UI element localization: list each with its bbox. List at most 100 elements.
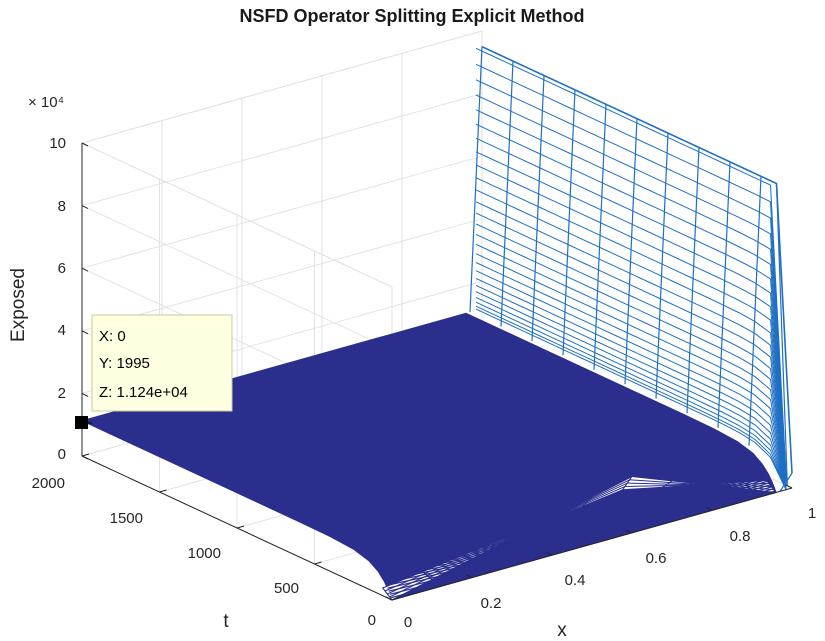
grid-line-z — [81, 218, 483, 332]
datatip-marker[interactable] — [75, 416, 88, 429]
surface-mesh — [80, 45, 793, 601]
wall-mesh-row — [475, 308, 787, 490]
t-tick-labels: 0 500 1000 1500 2000 — [32, 475, 376, 629]
bump-mesh-line — [382, 587, 393, 601]
wall-mesh-row — [475, 201, 787, 484]
surface-fringe-row — [379, 474, 765, 575]
surface-fringe-row — [387, 484, 772, 589]
wall-mesh-row — [475, 305, 787, 490]
t-tick-mark — [159, 489, 167, 493]
wall-mesh-row — [475, 277, 787, 489]
surface-fringe-row — [377, 471, 762, 572]
t-tick-mark — [236, 525, 245, 529]
t-tick-500: 500 — [274, 580, 299, 597]
wall-mesh-row — [475, 164, 787, 482]
datatip-y: Y: 1995 — [99, 355, 150, 372]
surface-fringe-row — [391, 490, 776, 599]
wall-mesh-vertical — [717, 161, 731, 428]
x-tick-0.2: 0.2 — [481, 595, 502, 612]
wall-mesh-row — [475, 137, 787, 480]
wall-mesh-row — [475, 189, 787, 483]
wall-mesh-row — [475, 243, 787, 486]
t-tick-mark — [391, 597, 400, 601]
wall-mesh-row — [475, 123, 787, 480]
wall-mesh-row — [475, 296, 787, 490]
wall-mesh-row — [475, 47, 787, 475]
wall-mesh-row — [475, 63, 787, 476]
grid-line-z — [81, 93, 483, 207]
z-axis-label: Exposed — [8, 268, 29, 342]
z-tick-mark — [81, 455, 89, 460]
wall-mesh-row — [475, 233, 787, 486]
z-tick-mark — [81, 392, 89, 397]
wall-mesh-row — [475, 253, 787, 487]
wall-mesh-vertical — [593, 104, 607, 370]
x-tick-mark — [545, 551, 553, 556]
wall-mesh-vertical — [531, 75, 545, 342]
surface-fringe-row — [375, 469, 760, 569]
surface-fringe-row — [378, 472, 763, 573]
z-tick-labels: 0 2 4 6 8 10 — [49, 135, 66, 463]
surface-fringe-row — [389, 488, 775, 595]
x-tick-0.6: 0.6 — [646, 550, 667, 567]
z-tick-mark — [81, 330, 89, 335]
grid-line-z — [81, 142, 393, 288]
x-tick-labels: 0 0.2 0.4 0.6 0.8 1 — [404, 505, 816, 631]
wall-mesh-vertical — [686, 147, 700, 414]
wall-mesh-row — [475, 212, 787, 485]
grid-line-z — [81, 205, 393, 351]
surface-fringe-row — [382, 477, 767, 579]
t-tick-mark — [314, 561, 322, 565]
x-tick-mark — [785, 484, 793, 489]
t-tick-mark — [81, 453, 90, 457]
surface-fringe-row — [383, 478, 768, 582]
wall-mesh-vertical — [748, 176, 762, 446]
x-tick-1: 1 — [808, 505, 816, 522]
x-tick-mark — [465, 574, 473, 579]
t-tick-0: 0 — [368, 612, 376, 629]
datatip-box — [91, 314, 233, 412]
wall-mesh-row — [475, 284, 787, 489]
z-exponent-label: × 10⁴ — [28, 94, 64, 111]
wall-mesh-vertical — [562, 89, 576, 356]
z-tick-10: 10 — [49, 135, 66, 152]
t-axis-label: t — [223, 611, 229, 632]
wall-mesh-row — [475, 262, 787, 488]
wall-mesh-row — [475, 291, 787, 489]
wall-mesh-row — [475, 151, 787, 481]
x-axis-line — [391, 487, 793, 601]
wall-mesh-vertical — [655, 133, 669, 399]
wall-mesh-row — [475, 94, 787, 478]
z-tick-mark — [81, 205, 89, 210]
wall-front-edge — [775, 183, 788, 486]
x-tick-0.4: 0.4 — [565, 572, 586, 589]
wall-mesh-vertical — [624, 118, 638, 385]
t-tick-1500: 1500 — [110, 510, 143, 527]
x-tick-mark — [385, 596, 393, 601]
surface-fringe-row — [386, 482, 771, 587]
surface-fringe-row — [388, 486, 773, 592]
wall-mesh-vertical — [500, 61, 514, 327]
z-tick-mark — [81, 267, 89, 272]
x-tick-mark — [705, 506, 713, 511]
surface-boundary-wall — [469, 45, 793, 492]
t-tick-2000: 2000 — [32, 475, 65, 492]
surface-fringe-row — [381, 475, 766, 577]
z-tick-0: 0 — [58, 446, 66, 463]
x-axis-label: x — [557, 620, 567, 641]
wall-mesh-row — [475, 79, 787, 477]
datatip-z: Z: 1.124e+04 — [99, 384, 188, 401]
front-axes — [81, 142, 793, 601]
z-tick-8: 8 — [58, 198, 66, 215]
z-tick-2: 2 — [58, 385, 66, 402]
surface-fringe-row — [384, 480, 770, 584]
wall-mesh-row — [475, 177, 787, 483]
wall-mesh-vertical — [469, 46, 483, 313]
datatip[interactable]: X: 0 Y: 1995 Z: 1.124e+04 — [75, 314, 233, 429]
z-tick-4: 4 — [58, 322, 66, 339]
z-tick-6: 6 — [58, 260, 66, 277]
wall-mesh-row — [475, 301, 787, 490]
x-tick-0: 0 — [404, 614, 412, 631]
grid-line-z — [81, 30, 483, 144]
